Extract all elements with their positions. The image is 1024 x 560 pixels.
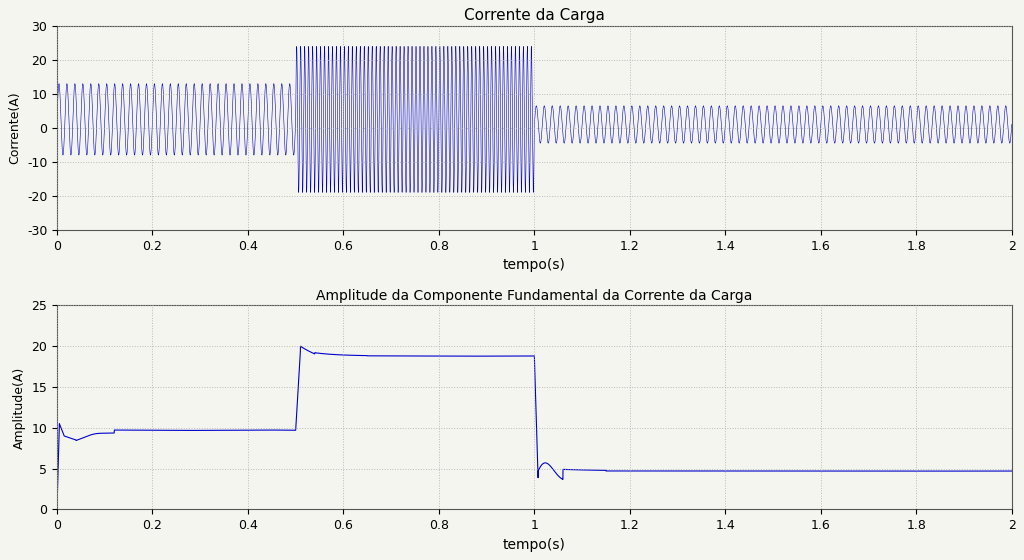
Title: Amplitude da Componente Fundamental da Corrente da Carga: Amplitude da Componente Fundamental da C… xyxy=(316,289,753,303)
Y-axis label: Corrente(A): Corrente(A) xyxy=(8,92,22,164)
X-axis label: tempo(s): tempo(s) xyxy=(503,538,566,552)
Title: Corrente da Carga: Corrente da Carga xyxy=(464,8,605,24)
Y-axis label: Amplitude(A): Amplitude(A) xyxy=(13,366,26,449)
X-axis label: tempo(s): tempo(s) xyxy=(503,258,566,272)
